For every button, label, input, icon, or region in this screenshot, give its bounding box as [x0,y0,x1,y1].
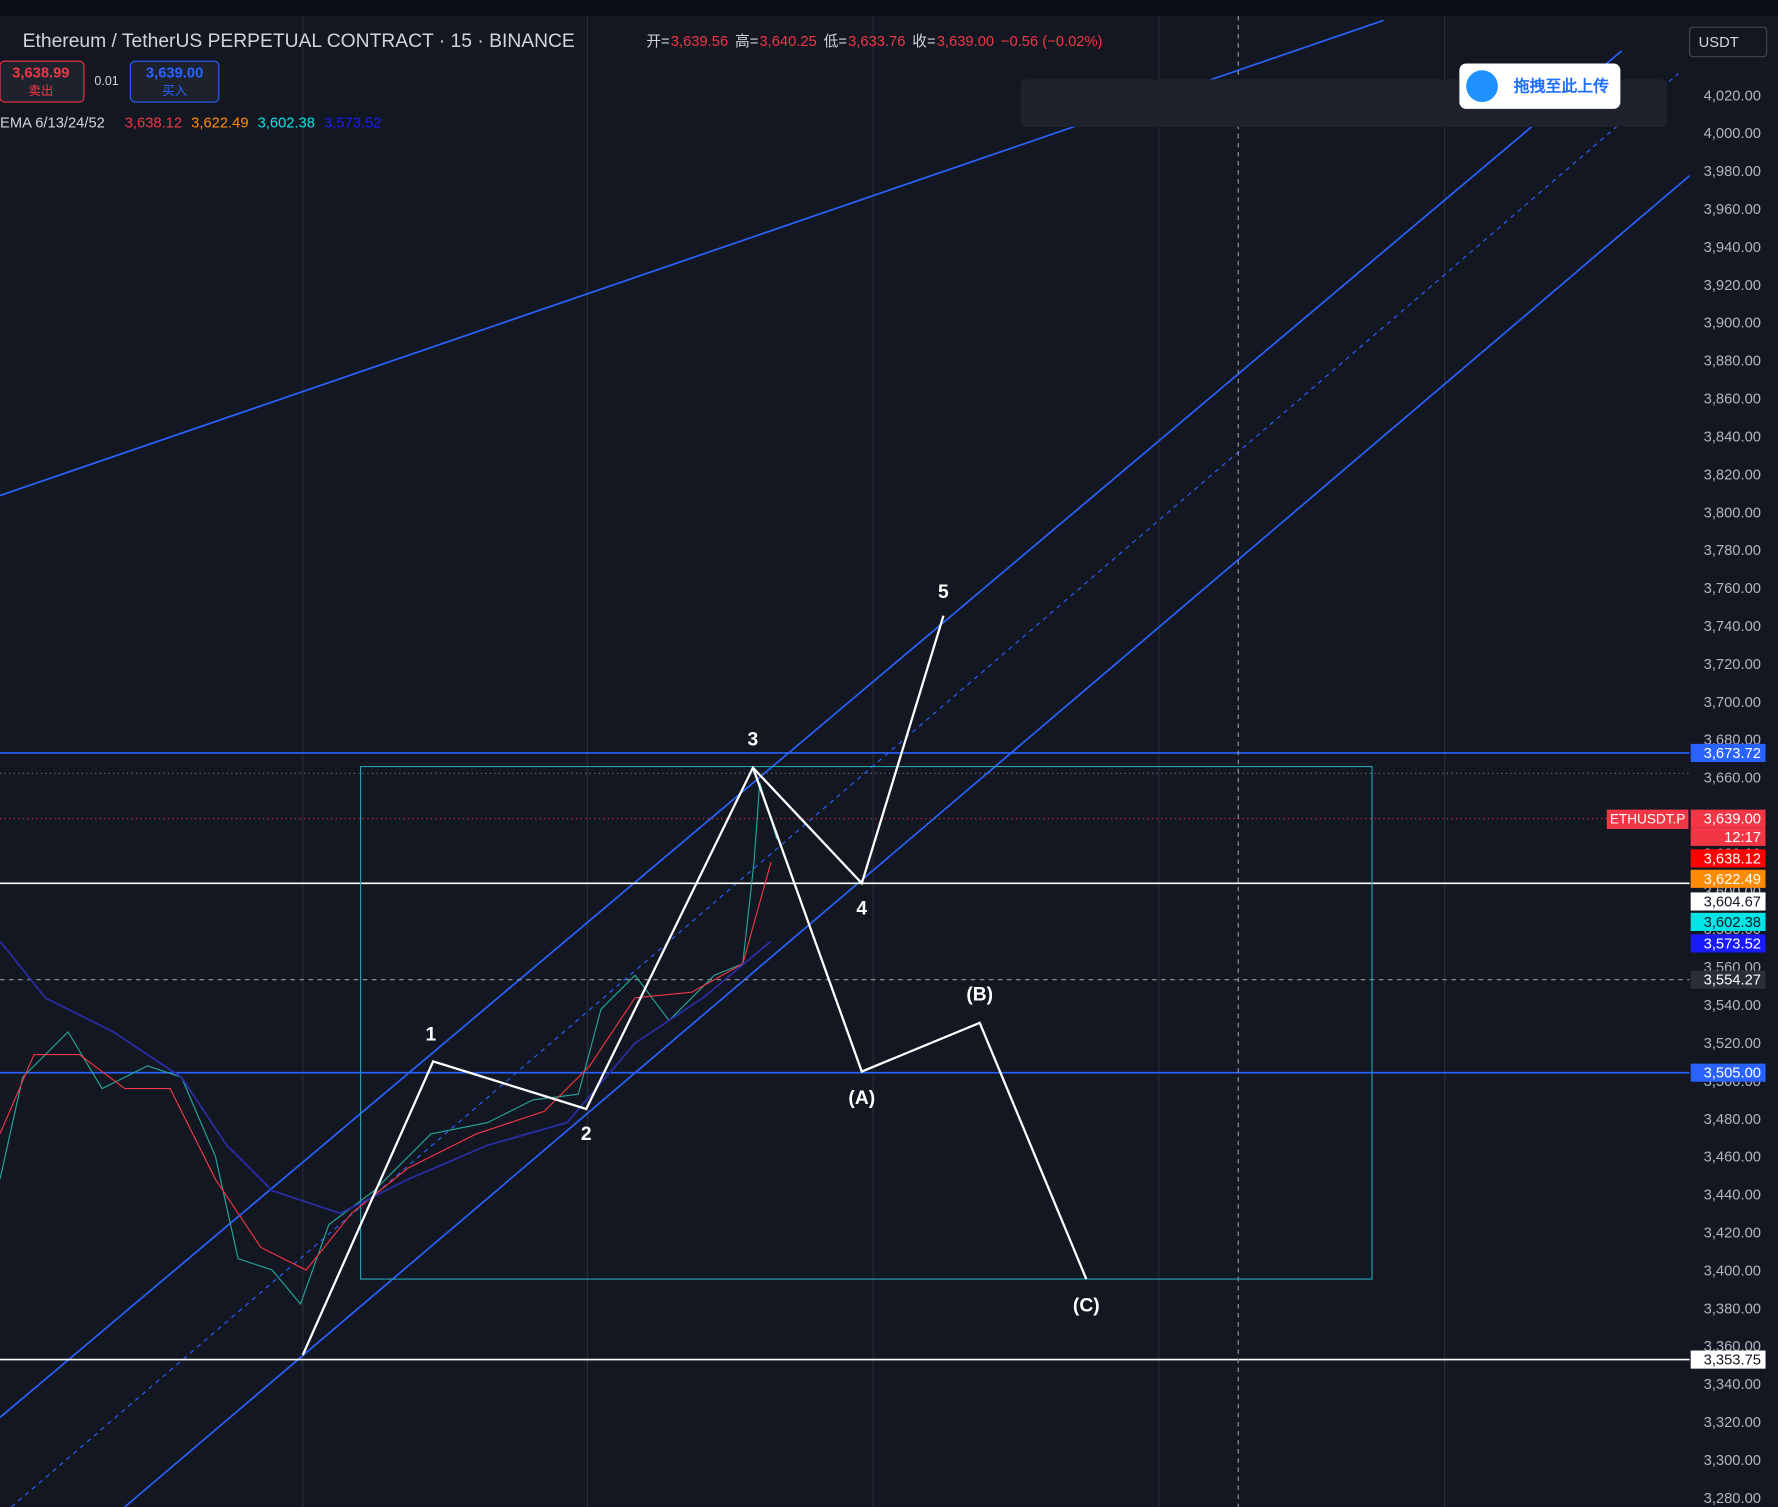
ema-value: 3,602.38 [258,115,315,131]
buy-price: 3,639.00 [146,66,203,82]
buy-button[interactable] [129,60,220,103]
price-tag [1690,934,1766,953]
price-axis-label: 3,300.00 [1704,1453,1761,1469]
price-axis-label: 3,780.00 [1704,543,1761,559]
change: −0.56 (−0.02%) [1001,34,1103,50]
price-axis-label: 3,880.00 [1704,354,1761,370]
wave-label: 3 [748,730,759,751]
currency-button[interactable] [1688,26,1768,58]
price-axis-label: 3,740.00 [1704,619,1761,635]
price-tag [1690,743,1766,763]
wave-label: (B) [966,985,993,1006]
price-tag-text: 3,353.75 [1704,1353,1761,1369]
sell-button[interactable] [0,60,85,103]
price-axis-label: 3,760.00 [1704,581,1761,597]
symbol-title: Ethereum / TetherUS PERPETUAL CONTRACT ·… [23,31,575,52]
price-tag-text: 3,639.00 [1704,812,1761,828]
price-axis-label: 3,460.00 [1704,1150,1761,1166]
price-axis-label: 3,860.00 [1704,392,1761,408]
ema-value: 3,573.52 [324,115,381,131]
price-axis-label: 3,840.00 [1704,429,1761,445]
symbol-tag [1606,809,1689,829]
sell-price: 3,638.99 [12,66,69,82]
price-axis-label: 3,960.00 [1704,202,1761,218]
upload-button[interactable] [1459,63,1621,109]
ohlc-label: 收= [912,33,935,50]
price-axis-label: 3,440.00 [1704,1188,1761,1204]
price-tag [1690,849,1766,868]
upload-text: 拖拽至此上传 [1514,77,1609,96]
price-axis-label: 3,420.00 [1704,1225,1761,1241]
wave-label: 1 [426,1024,437,1045]
price-tag [1690,892,1766,911]
price-tag-text: 3,554.27 [1704,973,1761,989]
wave-label: (A) [848,1088,875,1109]
wave-label: (C) [1073,1295,1100,1316]
price-tag [1690,827,1766,846]
price-axis-label: 3,340.00 [1704,1377,1761,1393]
sell-label: 卖出 [28,84,53,98]
ema-value: 3,622.49 [191,115,248,131]
price-tag-text: 3,673.72 [1704,746,1761,762]
price-axis-label: 3,400.00 [1704,1263,1761,1279]
ohlc-value: 3,639.00 [937,34,994,50]
price-axis-label: 3,980.00 [1704,164,1761,180]
price-axis-label: 3,380.00 [1704,1301,1761,1317]
grid [302,15,1446,1507]
price-tag-text: 3,604.67 [1704,895,1761,911]
price-axis-label: 3,280.00 [1704,1491,1761,1507]
price-tag-text: 12:17 [1724,830,1761,846]
price-axis-label: 3,820.00 [1704,467,1761,483]
price-tag-text: 3,602.38 [1704,915,1761,931]
price-tag-text: 3,638.12 [1704,851,1761,867]
ohlc-value: 3,640.25 [759,34,816,50]
price-axis-label: 3,700.00 [1704,695,1761,711]
price-axis-label: 3,660.00 [1704,771,1761,787]
price-tag [1690,1350,1766,1369]
price-axis-label: 3,540.00 [1704,998,1761,1014]
price-tag [1690,970,1766,989]
price-axis-label: 3,480.00 [1704,1112,1761,1128]
price-axis-label: 3,320.00 [1704,1415,1761,1431]
ohlc-label: 开= [646,34,669,50]
price-tag-text: 3,505.00 [1704,1066,1761,1082]
upload-icon [1466,70,1498,103]
ohlc-value: 3,639.56 [671,34,728,50]
price-tag [1690,809,1766,828]
price-tag [1690,912,1766,931]
price-axis-label: 4,000.00 [1704,126,1761,142]
price-tag [1690,1063,1766,1082]
wave-label: 4 [856,899,867,920]
ohlc-label: 高= [735,33,758,50]
price-tag [1690,869,1766,888]
wave-label: 2 [581,1124,592,1145]
price-axis-label: 3,920.00 [1704,278,1761,294]
symbol-tag-text: ETHUSDT.P [1610,811,1686,826]
price-tag-text: 3,573.52 [1704,936,1761,952]
quantity: 0.01 [94,74,118,88]
price-tag-text: 3,622.49 [1704,872,1761,888]
wave-label: 5 [938,582,949,603]
price-axis-label: 3,900.00 [1704,316,1761,332]
currency: USDT [1699,35,1739,51]
price-axis-label: 4,020.00 [1704,88,1761,104]
price-axis-label: 3,720.00 [1704,657,1761,673]
drawings [0,15,1691,1507]
ohlc-label: 低= [824,33,847,50]
price-axis-label: 3,940.00 [1704,240,1761,256]
price-axis-label: 3,800.00 [1704,505,1761,521]
ema-value: 3,638.12 [125,115,182,131]
buy-label: 买入 [162,84,187,98]
price-axis-label: 3,520.00 [1704,1036,1761,1052]
ema-label: EMA 6/13/24/52 [0,115,105,131]
top-toolbar [0,0,1778,16]
ohlc-value: 3,633.76 [848,34,905,50]
